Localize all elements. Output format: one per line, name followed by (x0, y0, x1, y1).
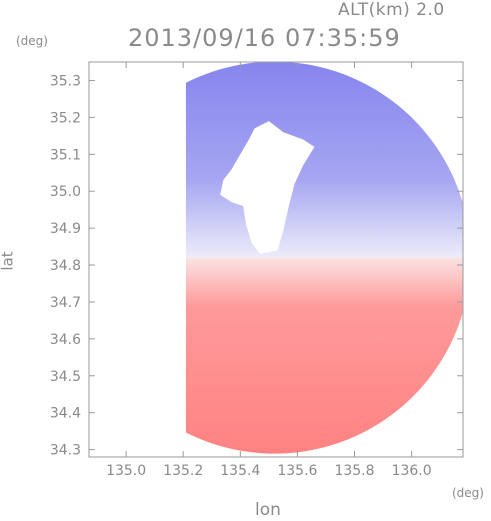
y-tick-label: 34.6 (50, 332, 81, 348)
negative-velocity-region (185, 62, 463, 258)
x-axis-label: lon (255, 500, 281, 520)
plot-frame (88, 61, 464, 458)
x-tick-label: 135.2 (163, 463, 203, 479)
y-tick-label: 34.4 (50, 406, 81, 422)
x-axis-unit: (deg) (452, 486, 484, 500)
chart-title: 2013/09/16 07:35:59 (128, 24, 401, 52)
y-tick-label: 34.9 (50, 221, 81, 237)
altitude-label: ALT(km) 2.0 (338, 0, 445, 20)
no-data-area (220, 121, 315, 254)
y-tick-label: 34.3 (50, 443, 81, 459)
y-tick-label: 35.3 (50, 73, 81, 89)
x-tick-label: 136.0 (392, 463, 432, 479)
y-tick-label: 35.2 (50, 110, 81, 126)
x-tick-label: 135.4 (220, 463, 260, 479)
y-axis-unit: (deg) (16, 34, 48, 48)
x-tick-label: 135.6 (277, 463, 317, 479)
x-tick-label: 135.8 (334, 463, 374, 479)
y-tick-label: 35.1 (50, 147, 81, 163)
y-tick-label: 34.7 (50, 295, 81, 311)
y-tick-label: 35.0 (50, 184, 81, 200)
y-tick-label: 34.5 (50, 369, 81, 385)
y-axis: 34.3 34.4 34.5 34.6 34.7 34.8 34.9 35.0 35.1 35.2… (50, 73, 463, 459)
y-tick-label: 34.8 (50, 258, 81, 274)
positive-velocity-region (185, 257, 463, 454)
x-axis: 135.0 135.2 135.4 135.6 135.8 136.0 (106, 62, 432, 479)
x-tick-label: 135.0 (106, 463, 146, 479)
